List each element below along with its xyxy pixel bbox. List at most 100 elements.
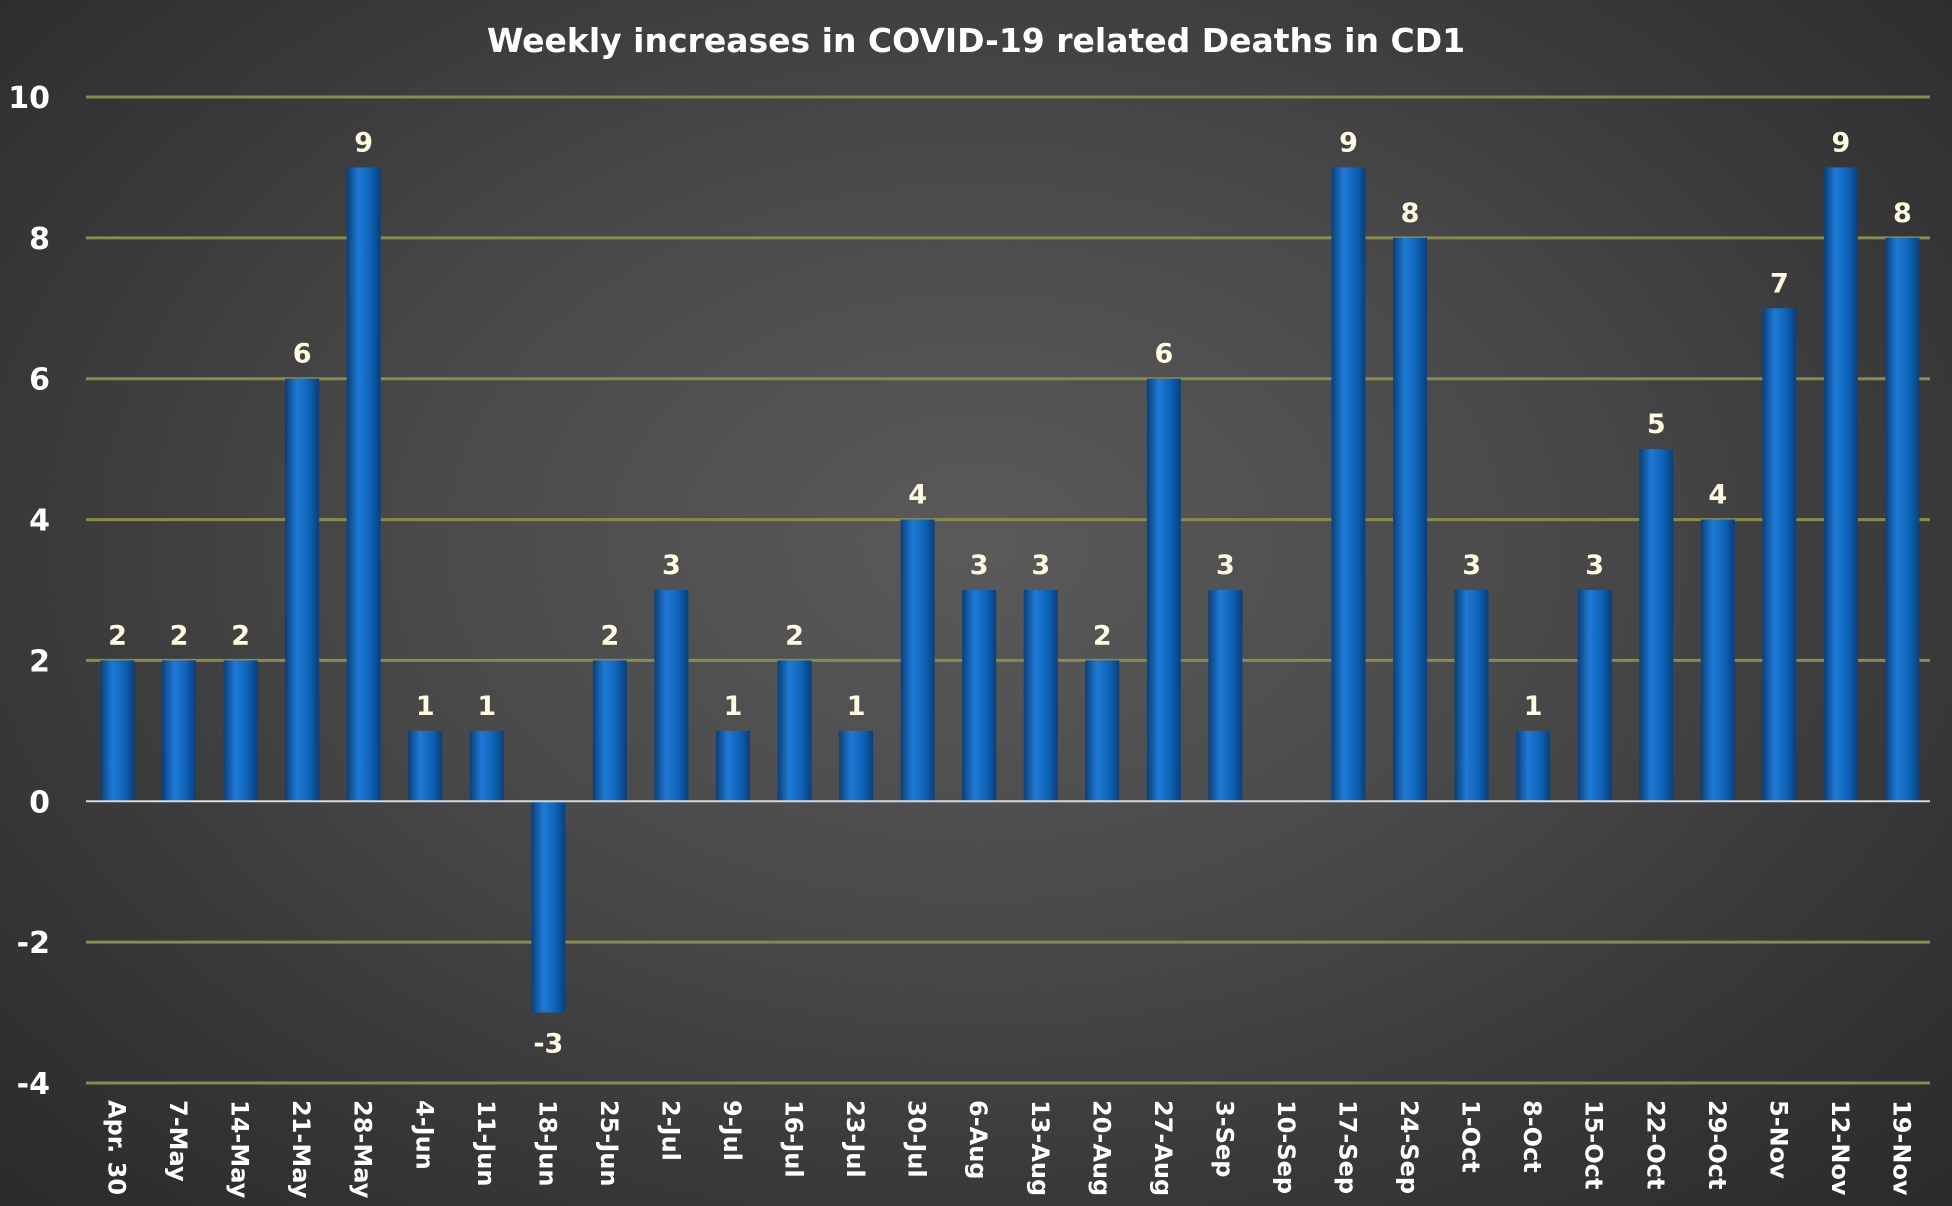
data-label: 1 (477, 691, 496, 722)
x-tick-label: 21-May (287, 1100, 315, 1199)
data-label: 3 (970, 550, 989, 581)
data-label: 3 (1031, 550, 1050, 581)
x-tick-label: Apr. 30 (103, 1100, 131, 1195)
bar (162, 660, 197, 802)
x-tick-label: 11-Jun (472, 1100, 500, 1186)
y-tick-label: 2 (29, 644, 50, 679)
y-tick-label: 0 (29, 785, 50, 820)
data-label: 6 (1154, 339, 1173, 370)
x-tick-label: 28-May (349, 1100, 377, 1199)
x-tick-label: 20-Aug (1087, 1100, 1115, 1196)
bar (1393, 237, 1428, 802)
data-label: 4 (1708, 480, 1727, 511)
x-tick-label: 2-Jul (656, 1100, 684, 1161)
bar (1700, 519, 1735, 802)
bar (1146, 378, 1181, 802)
data-label: 2 (785, 620, 804, 651)
data-label: 2 (1093, 620, 1112, 651)
data-label: 1 (724, 691, 743, 722)
data-label: 7 (1770, 268, 1789, 299)
data-label: 9 (1832, 127, 1851, 158)
data-label: 3 (662, 550, 681, 581)
data-label: 2 (170, 620, 189, 651)
y-tick-label: 10 (8, 81, 50, 116)
bar (1885, 237, 1920, 802)
data-label: 1 (1524, 691, 1543, 722)
data-label: 3 (1462, 550, 1481, 581)
x-tick-label: 8-Oct (1518, 1100, 1546, 1173)
data-label: 9 (1339, 127, 1358, 158)
y-tick-label: 6 (29, 363, 50, 398)
bar (531, 801, 566, 1013)
bar (408, 730, 443, 802)
x-tick-label: 18-Jun (533, 1100, 561, 1186)
data-label: 5 (1647, 409, 1666, 440)
x-tick-label: 24-Sep (1395, 1100, 1423, 1194)
bar (962, 590, 997, 802)
bar (223, 660, 258, 802)
bar (654, 590, 689, 802)
x-tick-label: 7-May (164, 1100, 192, 1182)
x-tick-label: 6-Aug (964, 1100, 992, 1180)
x-axis-ticks: Apr. 30 7-May 14-May 21-May 28-May 4-Jun 11-Ju… (103, 1100, 1916, 1199)
x-tick-label: 16-Jul (780, 1100, 808, 1178)
bar (1639, 449, 1674, 802)
data-label: -3 (533, 1029, 563, 1060)
bar (1023, 590, 1058, 802)
data-label: 2 (601, 620, 620, 651)
x-tick-label: 23-Jul (841, 1100, 869, 1178)
bar (1454, 590, 1489, 802)
bar (469, 730, 504, 802)
bar (592, 660, 627, 802)
y-axis-ticks: -4 -2 0 2 4 6 8 10 (8, 81, 50, 1102)
y-tick-label: 8 (29, 222, 50, 257)
x-tick-label: 29-Oct (1703, 1100, 1731, 1189)
y-tick-label: -2 (17, 926, 50, 961)
gridlines (86, 95, 1930, 1085)
bar (346, 167, 381, 802)
data-label: 8 (1893, 198, 1912, 229)
x-tick-label: 3-Sep (1210, 1100, 1238, 1177)
bar (900, 519, 935, 802)
x-tick-label: 17-Sep (1334, 1100, 1362, 1194)
x-tick-label: 27-Aug (1149, 1100, 1177, 1196)
data-label: 3 (1585, 550, 1604, 581)
chart-title: Weekly increases in COVID-19 related Dea… (487, 21, 1465, 60)
bar (1085, 660, 1120, 802)
bars (100, 167, 1920, 1013)
data-label: 1 (416, 691, 435, 722)
bar (1208, 590, 1243, 802)
x-tick-label: 19-Nov (1887, 1100, 1915, 1196)
x-tick-label: 5-Nov (1764, 1100, 1792, 1179)
x-tick-label: 15-Oct (1580, 1100, 1608, 1189)
bar (1577, 590, 1612, 802)
bar (1516, 730, 1551, 802)
bar (1331, 167, 1366, 802)
x-tick-label: 9-Jul (718, 1100, 746, 1161)
bar (839, 730, 874, 802)
bar (1762, 308, 1797, 802)
x-tick-label: 4-Jun (410, 1100, 438, 1170)
bar (777, 660, 812, 802)
y-tick-label: 4 (29, 504, 50, 539)
bar (1823, 167, 1858, 802)
x-tick-label: 22-Oct (1641, 1100, 1669, 1189)
x-tick-label: 30-Jul (903, 1100, 931, 1178)
data-label: 9 (354, 127, 373, 158)
data-labels: 2 2 2 6 9 1 1 -3 2 3 1 2 1 4 3 3 2 6 3 9 8 3 1 3 5 4 7 9 8 (108, 127, 1912, 1059)
bar (100, 660, 135, 802)
y-tick-label: -4 (17, 1067, 50, 1102)
x-tick-label: 12-Nov (1826, 1100, 1854, 1196)
x-tick-label: 13-Aug (1026, 1100, 1054, 1196)
data-label: 2 (108, 620, 127, 651)
bar (285, 378, 320, 802)
x-tick-label: 14-May (226, 1100, 254, 1199)
data-label: 3 (1216, 550, 1235, 581)
data-label: 8 (1401, 198, 1420, 229)
data-label: 2 (231, 620, 250, 651)
x-tick-label: 10-Sep (1272, 1100, 1300, 1194)
data-label: 1 (847, 691, 866, 722)
data-label: 6 (293, 339, 312, 370)
